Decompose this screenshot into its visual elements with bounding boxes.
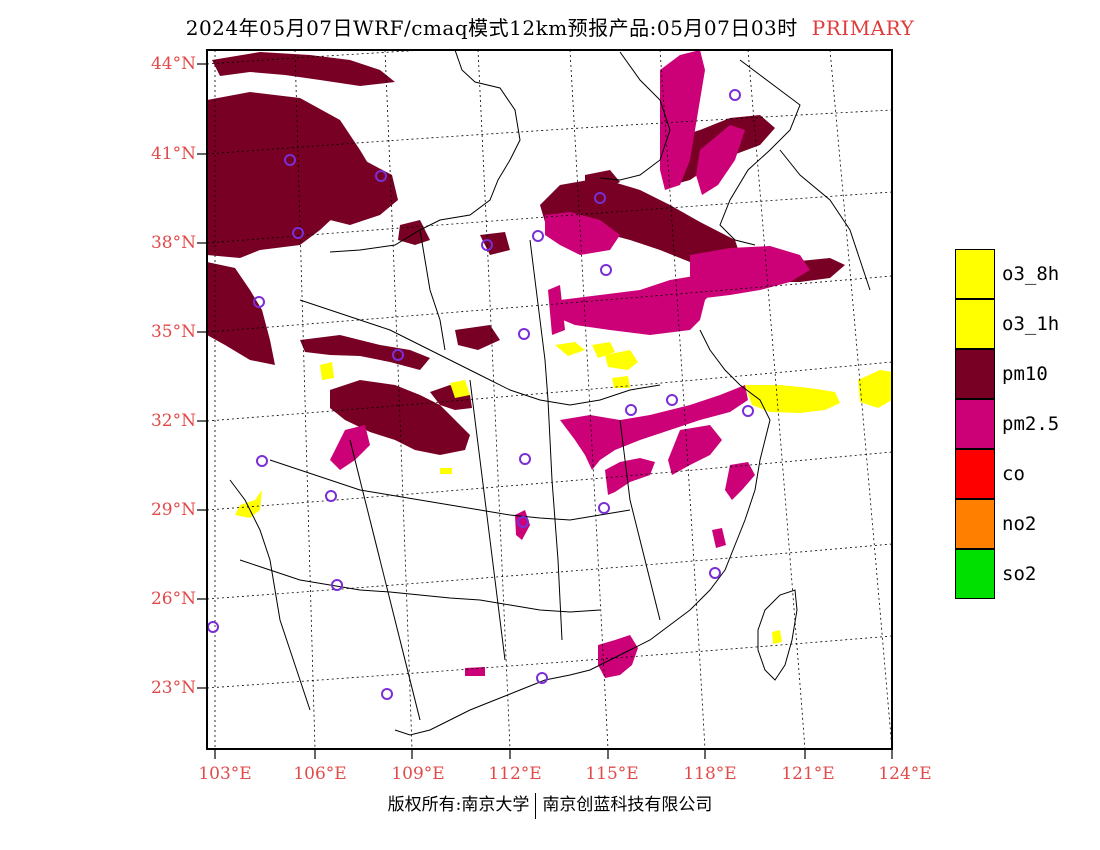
copyright-footer: 版权所有:南京大学 南京创蓝科技有限公司 [0, 790, 1100, 819]
legend-swatch-pm10 [955, 349, 995, 399]
lat-label-32n: 32°N [150, 411, 196, 431]
pollutant-legend: o3_8h o3_1h pm10 pm2.5 co no2 so2 [955, 249, 1095, 599]
legend-item-pm25: pm2.5 [955, 399, 1095, 449]
lat-label-35n: 35°N [150, 322, 196, 342]
legend-swatch-pm25 [955, 399, 995, 449]
legend-swatch-o3-8h [955, 249, 995, 299]
legend-item-pm10: pm10 [955, 349, 1095, 399]
legend-label-o3-8h: o3_8h [1002, 263, 1060, 285]
legend-label-co: co [1002, 463, 1025, 485]
lon-label-106e: 106°E [293, 764, 347, 784]
legend-label-o3-1h: o3_1h [1002, 313, 1060, 335]
lat-label-23n: 23°N [150, 678, 196, 698]
lon-label-121e: 121°E [781, 764, 835, 784]
copyright-left: 版权所有:南京大学 [387, 795, 530, 815]
footer-separator [535, 792, 537, 819]
legend-swatch-so2 [955, 549, 995, 599]
lon-label-115e: 115°E [585, 764, 639, 784]
legend-swatch-o3-1h [955, 299, 995, 349]
map-title: 2024年05月07日WRF/cmaq模式12km预报产品:05月07日03时 P… [0, 12, 1100, 41]
legend-item-co: co [955, 449, 1095, 499]
axis-ticks [197, 63, 893, 759]
copyright-right: 南京创蓝科技有限公司 [542, 795, 713, 815]
title-primary-tag: PRIMARY [811, 16, 915, 40]
map-frame [206, 49, 893, 750]
graticule [207, 50, 892, 749]
legend-swatch-co [955, 449, 995, 499]
legend-swatch-no2 [955, 499, 995, 549]
legend-label-pm25: pm2.5 [1002, 413, 1060, 435]
lon-label-103e: 103°E [198, 764, 252, 784]
lon-label-118e: 118°E [683, 764, 737, 784]
title-main: 2024年05月07日WRF/cmaq模式12km预报产品:05月07日03时 [185, 16, 798, 40]
boundary-lines [229, 50, 871, 736]
pm25-regions [330, 50, 810, 678]
lat-label-41n: 41°N [150, 144, 196, 164]
lon-label-112e: 112°E [488, 764, 542, 784]
lat-label-29n: 29°N [150, 500, 196, 520]
legend-item-o3-8h: o3_8h [955, 249, 1095, 299]
legend-label-no2: no2 [1002, 513, 1037, 535]
legend-item-o3-1h: o3_1h [955, 299, 1095, 349]
lon-label-124e: 124°E [878, 764, 932, 784]
station-markers [207, 89, 754, 700]
legend-label-so2: so2 [1002, 563, 1037, 585]
legend-label-pm10: pm10 [1002, 363, 1048, 385]
lon-label-109e: 109°E [391, 764, 445, 784]
lat-label-44n: 44°N [150, 54, 196, 74]
lat-label-26n: 26°N [150, 589, 196, 609]
o3-regions [235, 342, 892, 644]
legend-item-so2: so2 [955, 549, 1095, 599]
legend-item-no2: no2 [955, 499, 1095, 549]
lat-label-38n: 38°N [150, 233, 196, 253]
